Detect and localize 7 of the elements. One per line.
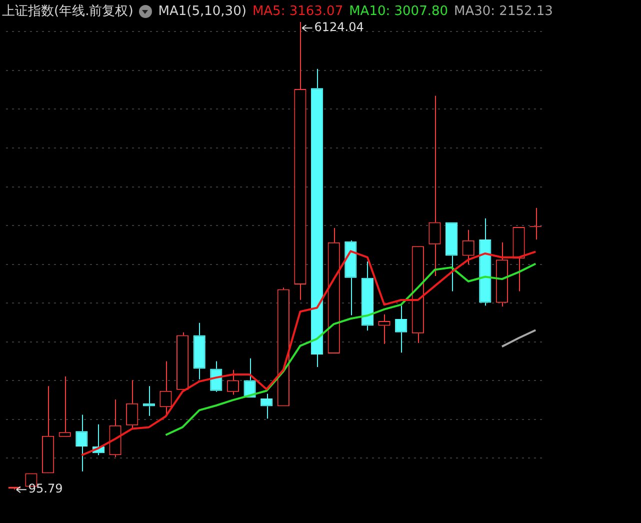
text: MA30: 2152.13 [454,4,553,18]
annotation: 95.79 [28,482,63,496]
text: MA5: 3163.07 [252,4,344,18]
annotation: 6124.04 [314,20,364,34]
text: MA10: 3007.80 [349,4,448,18]
legend-title: MA1(5,10,30) [158,4,246,18]
chart-title: 上证指数(年线.前复权) [2,3,134,20]
